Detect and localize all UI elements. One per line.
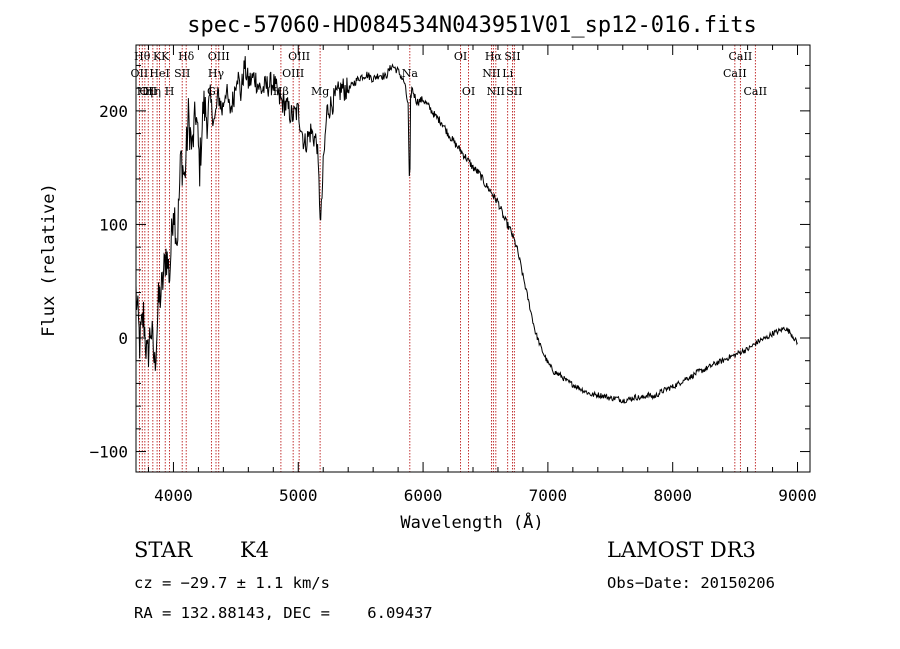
line-label-1: Hθ [134,50,151,63]
line-label-15: OIII [282,67,304,80]
plot-frame [135,44,811,473]
line-label-28: CaII [729,50,753,63]
y-tick-label-200: 200 [99,102,128,121]
line-label-23: NII [487,85,505,98]
line-label-16: OIII [288,50,310,63]
ra-dec-coordinates: RA = 132.88143, DEC = 6.09437 [134,604,433,622]
line-label-19: OI [454,50,467,63]
observation-date: Obs−Date: 20150206 [607,574,775,592]
line-label-18: Na [402,67,419,80]
line-label-10: Hδ [178,50,195,63]
x-tick-label-9000: 9000 [778,486,817,505]
x-tick-label-6000: 6000 [404,486,443,505]
spectrum-line [135,56,798,404]
x-tick-label-7000: 7000 [529,486,568,505]
y-axis-label: Flux (relative) [39,183,59,337]
y-tick-label--100: −100 [89,443,128,462]
line-label-24: Li [502,67,513,80]
line-label-27: CaII [723,67,747,80]
redshift-cz: cz = −29.7 ± 1.1 km/s [134,574,330,592]
survey-name: LAMOST DR3 [607,538,756,562]
line-label-25: SII [504,50,520,63]
line-label-8: H [165,85,175,98]
x-axis-label: Wavelength (Å) [400,511,543,533]
line-label-26: SII [506,85,522,98]
line-label-0: OII [131,67,149,80]
x-tick-label-4000: 4000 [154,486,193,505]
line-label-20: OI [462,85,475,98]
x-tick-label-5000: 5000 [279,486,318,505]
line-label-29: CaII [743,85,767,98]
chart-title: spec-57060-HD084534N043951V01_sp12-016.f… [187,13,757,38]
line-label-22: Hα [485,50,503,63]
line-label-6: HeI [149,67,169,80]
object-type: STAR [134,538,193,562]
line-label-21: NII [482,67,500,80]
spectral-subclass: K4 [240,538,270,562]
y-tick-label-0: 0 [118,329,128,348]
x-tick-label-8000: 8000 [653,486,692,505]
line-label-12: Hγ [208,67,225,80]
line-label-3: OII [139,85,157,98]
line-label-4: Hη [145,85,161,98]
y-tick-label-100: 100 [99,215,128,234]
line-label-17: Mg [311,85,329,98]
line-label-11: G [207,85,216,98]
line-label-13: OIII [208,50,230,63]
x-axis: 4000 5000 6000 7000 8000 9000 [147,45,817,505]
line-label-7: K [161,50,170,63]
line-label-5: K [153,50,162,63]
line-label-9: SII [174,67,190,80]
y-axis: −100 0 100 200 [89,64,810,462]
